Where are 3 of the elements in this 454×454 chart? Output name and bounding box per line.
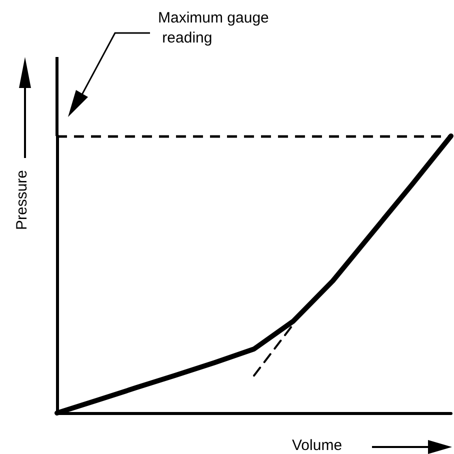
x-axis-title: Volume <box>292 437 342 454</box>
ref-line-label: Maximum gauge reading <box>158 10 269 46</box>
y-axis-title: Pressure <box>14 170 30 230</box>
